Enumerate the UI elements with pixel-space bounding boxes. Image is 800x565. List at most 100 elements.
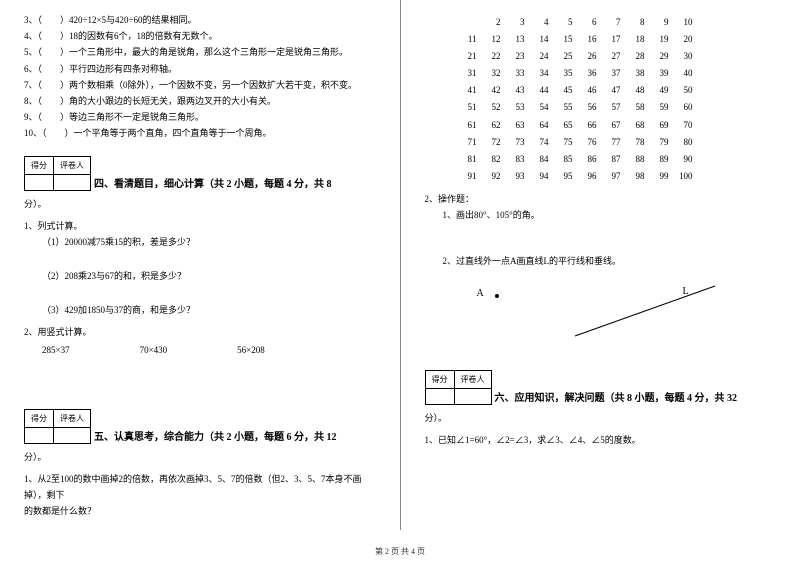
section-6-fen: 分）。 bbox=[425, 410, 777, 426]
grid-cell: 42 bbox=[477, 82, 501, 99]
diagram-area: A L bbox=[425, 276, 777, 356]
grid-cell: 83 bbox=[501, 151, 525, 168]
calc-row: 285×37 70×430 56×208 bbox=[42, 345, 376, 355]
grid-cell: 39 bbox=[645, 65, 669, 82]
score-table: 得分 评卷人 bbox=[425, 370, 492, 405]
score-table: 得分 评卷人 bbox=[24, 409, 91, 444]
grid-cell: 47 bbox=[597, 82, 621, 99]
grid-cell: 28 bbox=[621, 48, 645, 65]
grid-cell: 67 bbox=[597, 117, 621, 134]
grid-cell: 91 bbox=[453, 168, 477, 185]
grid-cell: 41 bbox=[453, 82, 477, 99]
grid-cell: 3 bbox=[501, 14, 525, 31]
line-l-icon bbox=[565, 276, 725, 346]
grid-row: 81828384858687888990 bbox=[453, 151, 777, 168]
grid-cell: 34 bbox=[525, 65, 549, 82]
grid-cell: 23 bbox=[501, 48, 525, 65]
tf-item: 5、（ ）一个三角形中，最大的角是锐角，那么这个三角形一定是锐角三角形。 bbox=[24, 44, 376, 60]
grid-cell: 18 bbox=[621, 31, 645, 48]
grid-cell: 32 bbox=[477, 65, 501, 82]
grid-cell: 62 bbox=[477, 117, 501, 134]
grid-cell: 40 bbox=[669, 65, 693, 82]
page-footer: 第 2 页 共 4 页 bbox=[0, 546, 800, 557]
grid-cell: 81 bbox=[453, 151, 477, 168]
grader-header: 评卷人 bbox=[54, 156, 91, 174]
point-a-icon bbox=[495, 294, 499, 298]
grid-cell: 6 bbox=[573, 14, 597, 31]
grid-row: 2 3 4 5 6 7 8 9 10 bbox=[453, 14, 777, 31]
grid-cell: 79 bbox=[645, 134, 669, 151]
grid-row: 71727374757677787980 bbox=[453, 134, 777, 151]
grid-cell: 85 bbox=[549, 151, 573, 168]
grid-cell: 100 bbox=[669, 168, 693, 185]
grid-cell: 29 bbox=[645, 48, 669, 65]
grid-cell: 16 bbox=[573, 31, 597, 48]
grid-cell: 20 bbox=[669, 31, 693, 48]
grid-cell: 21 bbox=[453, 48, 477, 65]
grid-cell: 17 bbox=[597, 31, 621, 48]
q5-1-line2: 的数都是什么数？ bbox=[24, 503, 376, 519]
grid-cell: 92 bbox=[477, 168, 501, 185]
grid-cell: 35 bbox=[549, 65, 573, 82]
grid-cell: 93 bbox=[501, 168, 525, 185]
grid-cell: 26 bbox=[573, 48, 597, 65]
section-6-title: 六、应用知识，解决问题（共 8 小题，每题 4 分，共 32 bbox=[495, 389, 777, 404]
section-4-fen: 分）。 bbox=[24, 196, 376, 212]
grid-cell: 58 bbox=[621, 99, 645, 116]
grid-cell: 2 bbox=[477, 14, 501, 31]
grid-cell: 19 bbox=[645, 31, 669, 48]
grader-cell bbox=[54, 427, 91, 443]
number-grid: 2 3 4 5 6 7 8 9 10 11121314151617181920 … bbox=[453, 14, 777, 185]
grid-cell: 27 bbox=[597, 48, 621, 65]
grid-cell: 51 bbox=[453, 99, 477, 116]
q2-label: 2、用竖式计算。 bbox=[24, 324, 376, 340]
score-cell bbox=[25, 427, 54, 443]
grid-row: 919293949596979899100 bbox=[453, 168, 777, 185]
tf-item: 6、（ ）平行四边形有四条对称轴。 bbox=[24, 61, 376, 77]
grid-cell: 8 bbox=[621, 14, 645, 31]
grid-row: 31323334353637383940 bbox=[453, 65, 777, 82]
grid-cell: 63 bbox=[501, 117, 525, 134]
grid-cell: 90 bbox=[669, 151, 693, 168]
score-header: 得分 bbox=[425, 370, 454, 388]
grid-cell: 22 bbox=[477, 48, 501, 65]
grid-cell: 72 bbox=[477, 134, 501, 151]
grid-cell: 13 bbox=[501, 31, 525, 48]
grid-cell: 61 bbox=[453, 117, 477, 134]
tf-item: 7、（ ）两个数相乘（0除外），一个因数不变，另一个因数扩大若干变，积不变。 bbox=[24, 77, 376, 93]
grid-row: 61626364656667686970 bbox=[453, 117, 777, 134]
grid-cell: 55 bbox=[549, 99, 573, 116]
grid-cell: 94 bbox=[525, 168, 549, 185]
grid-cell: 56 bbox=[573, 99, 597, 116]
score-cell bbox=[425, 388, 454, 404]
tf-item: 9、（ ）等边三角形不一定是锐角三角形。 bbox=[24, 109, 376, 125]
tf-item: 4、（ ）18的因数有6个，18的倍数有无数个。 bbox=[24, 28, 376, 44]
grid-cell: 49 bbox=[645, 82, 669, 99]
grid-cell: 60 bbox=[669, 99, 693, 116]
section-5-title: 五、认真思考，综合能力（共 2 小题，每题 6 分，共 12 bbox=[94, 428, 376, 443]
grid-cell: 89 bbox=[645, 151, 669, 168]
left-column: 3、（ ）420÷12×5与420÷60的结果相同。 4、（ ）18的因数有6个… bbox=[0, 0, 401, 530]
grid-cell: 75 bbox=[549, 134, 573, 151]
grid-cell: 57 bbox=[597, 99, 621, 116]
grid-cell: 73 bbox=[501, 134, 525, 151]
grid-cell: 95 bbox=[549, 168, 573, 185]
score-header: 得分 bbox=[25, 409, 54, 427]
grid-cell: 69 bbox=[645, 117, 669, 134]
calc-item: 70×430 bbox=[140, 345, 168, 355]
q5-1-line1: 1、从2至100的数中画掉2的倍数，再依次画掉3、5、7的倍数（但2、3、5、7… bbox=[24, 471, 376, 503]
grid-cell: 52 bbox=[477, 99, 501, 116]
grid-cell: 37 bbox=[597, 65, 621, 82]
grid-cell: 86 bbox=[573, 151, 597, 168]
grid-cell: 98 bbox=[621, 168, 645, 185]
right-column: 2 3 4 5 6 7 8 9 10 11121314151617181920 … bbox=[401, 0, 800, 530]
grid-row: 51525354555657585960 bbox=[453, 99, 777, 116]
grid-cell: 76 bbox=[573, 134, 597, 151]
q1-label: 1、列式计算。 bbox=[24, 218, 376, 234]
grid-cell: 24 bbox=[525, 48, 549, 65]
grid-cell: 10 bbox=[669, 14, 693, 31]
grid-cell: 99 bbox=[645, 168, 669, 185]
grid-cell: 78 bbox=[621, 134, 645, 151]
q1c: （3）429加1850与37的商，和是多少？ bbox=[42, 302, 376, 318]
grid-cell: 38 bbox=[621, 65, 645, 82]
